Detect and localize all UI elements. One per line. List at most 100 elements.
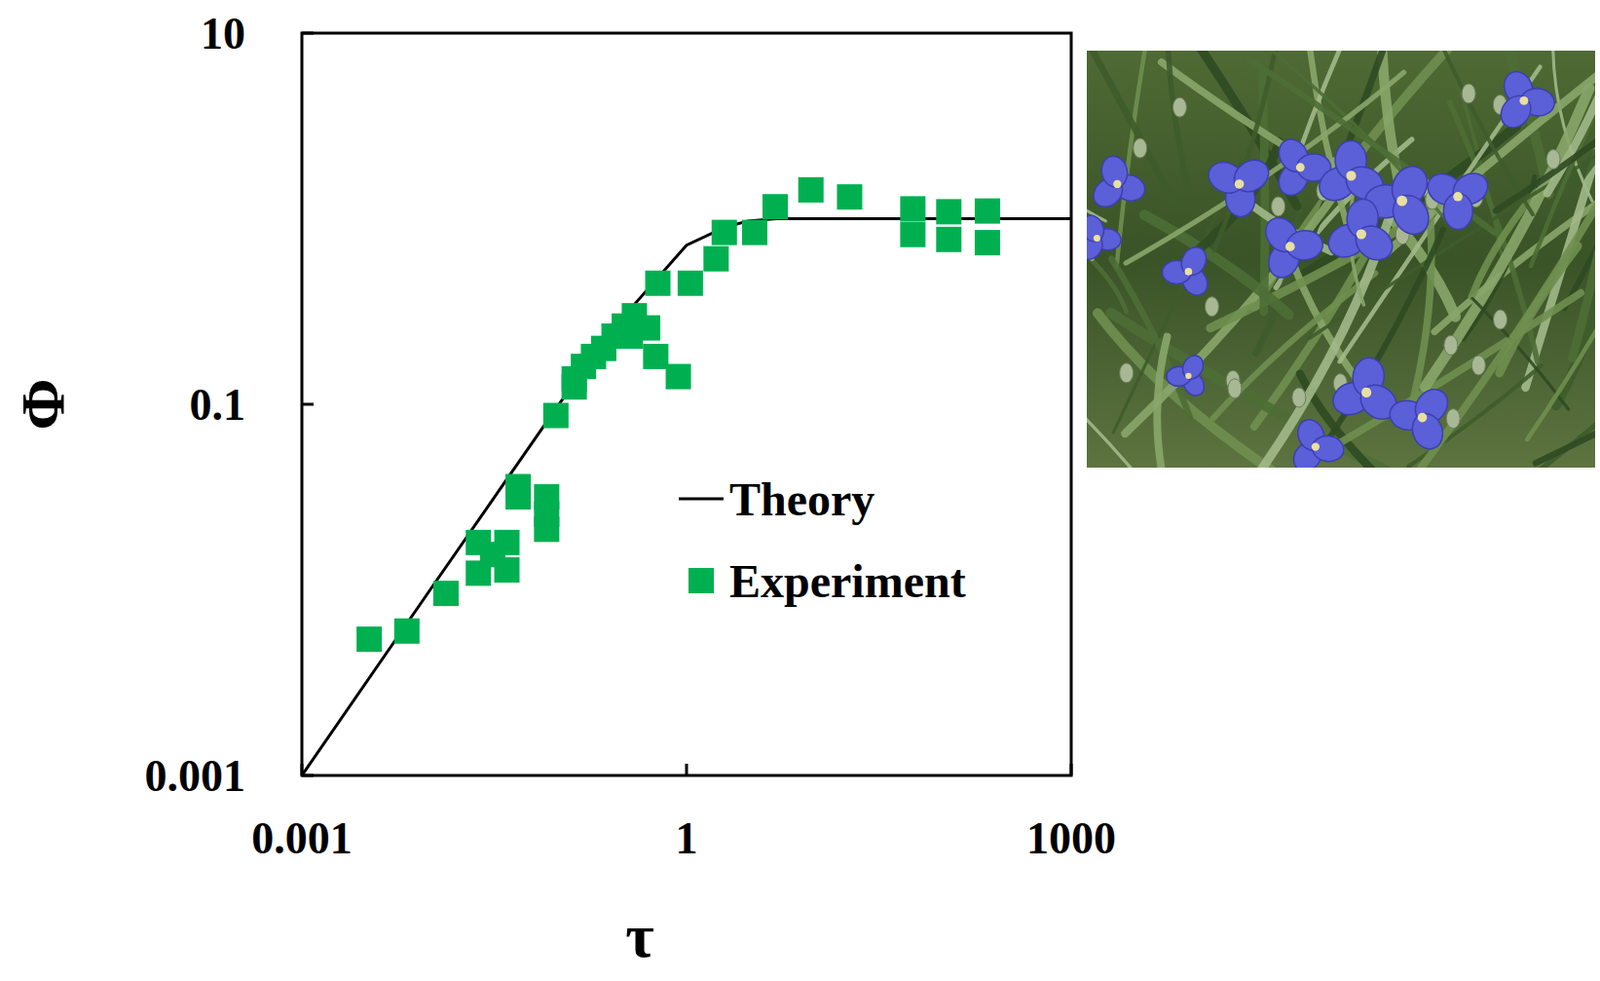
leaf	[1086, 330, 1088, 468]
flower-center	[1345, 170, 1356, 181]
leaf	[1097, 313, 1277, 468]
experiment-point	[645, 270, 671, 297]
bud	[1446, 409, 1460, 429]
leaf	[1398, 198, 1596, 468]
bud	[1119, 363, 1134, 383]
experiment-point	[394, 618, 420, 644]
y-axis-title: Φ	[8, 377, 78, 430]
x-tick	[685, 763, 689, 776]
leaf	[1472, 297, 1569, 410]
flower-center	[1093, 234, 1101, 242]
legend-label: Theory	[729, 473, 875, 525]
petal	[1227, 153, 1275, 199]
leaf	[1166, 50, 1188, 187]
leaf	[1288, 50, 1431, 184]
experiment-point	[494, 529, 521, 556]
bud	[1172, 97, 1187, 117]
flower-center	[1417, 412, 1428, 423]
experiment-point	[974, 229, 1001, 256]
petal	[1176, 242, 1211, 279]
experiment-point	[899, 222, 926, 248]
figure: 0.001110000.0010.110τΦTheoryExperiment	[0, 0, 1600, 981]
experiment-point	[677, 270, 704, 297]
petal	[1407, 409, 1448, 453]
leaf	[1125, 72, 1404, 263]
experiment-point	[505, 483, 531, 510]
y-tick	[301, 774, 314, 778]
experiment-point	[666, 364, 692, 390]
petal	[1385, 188, 1436, 242]
experiment-point	[742, 220, 768, 246]
petal	[1494, 89, 1537, 134]
bud	[1292, 387, 1306, 408]
bud	[1133, 138, 1148, 158]
leaf	[1499, 245, 1578, 373]
bud	[1204, 297, 1219, 317]
flower-center	[1452, 191, 1463, 202]
flower	[1161, 242, 1213, 299]
plot-data	[301, 177, 1072, 776]
bud	[1271, 196, 1286, 217]
flower	[1387, 382, 1454, 453]
experiment-point	[356, 626, 382, 652]
y-tick	[301, 403, 314, 407]
bud	[1227, 378, 1242, 399]
x-tick	[300, 763, 304, 776]
experiment-point	[899, 195, 926, 222]
petal	[1443, 192, 1474, 230]
flower-center	[1285, 241, 1296, 252]
leaf	[1536, 243, 1596, 468]
legend-marker	[688, 567, 714, 594]
x-tick-label: 1	[675, 813, 699, 863]
y-tick	[301, 32, 314, 36]
petal	[1310, 433, 1346, 464]
leaf	[1385, 50, 1596, 254]
experiment-point	[634, 315, 661, 341]
experiment-point	[433, 580, 459, 606]
flower	[1203, 153, 1275, 219]
leaf	[1572, 50, 1596, 359]
flower	[1287, 415, 1345, 468]
bud	[1493, 309, 1508, 330]
petal	[1098, 153, 1131, 190]
bud	[1471, 355, 1486, 375]
petal	[1285, 228, 1325, 261]
leaf	[1526, 135, 1596, 441]
leaf	[1495, 63, 1596, 211]
petal	[1086, 212, 1109, 246]
flower-center	[1185, 267, 1193, 276]
bud	[1461, 83, 1476, 104]
flower	[1259, 211, 1325, 283]
experiment-point	[762, 193, 788, 220]
petal	[1178, 351, 1207, 382]
flower	[1086, 212, 1122, 264]
flower-center	[1185, 372, 1191, 379]
flower-center	[1113, 180, 1121, 188]
flower	[1494, 67, 1557, 134]
experiment-point	[533, 516, 559, 542]
flower	[1323, 197, 1400, 267]
leaf	[1086, 282, 1144, 468]
flower-center	[1396, 195, 1408, 207]
y-tick-label: 0.001	[145, 750, 247, 801]
bud	[1444, 334, 1458, 355]
experiment-point	[543, 403, 569, 429]
x-tick-label: 0.001	[251, 813, 353, 863]
flower-center	[1519, 96, 1528, 106]
experiment-point	[642, 343, 669, 370]
legend-line	[678, 497, 724, 501]
experiment-point	[711, 220, 738, 246]
bud	[1546, 149, 1561, 170]
leaf	[1156, 336, 1167, 468]
flower-center	[1356, 228, 1367, 239]
experiment-point	[798, 177, 824, 203]
theory-line	[301, 219, 1072, 777]
y-tick-label: 10	[200, 8, 246, 59]
x-tick-label: 1000	[1026, 813, 1117, 863]
experiment-point	[935, 198, 962, 224]
flower	[1166, 351, 1209, 400]
experiment-point	[974, 198, 1001, 224]
flower	[1087, 153, 1149, 214]
photo	[1086, 50, 1596, 468]
legend-label: Experiment	[729, 555, 967, 607]
